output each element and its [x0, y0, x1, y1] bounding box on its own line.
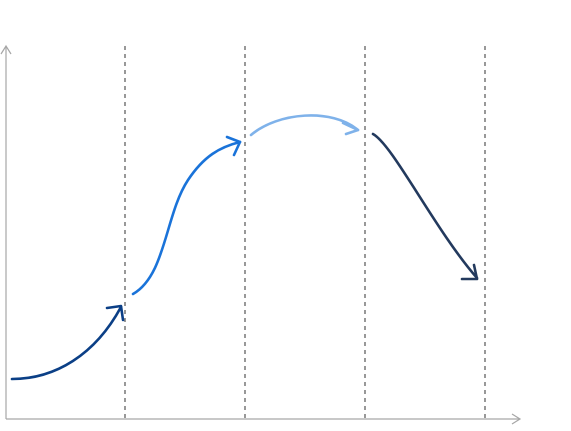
stage-3-curve-arrow [249, 114, 360, 137]
stage-2-curve-arrow [131, 135, 242, 296]
stage-dividers [124, 46, 486, 418]
stage-2-arrowhead [225, 135, 242, 157]
stage-4-curve [371, 132, 479, 280]
stage-3-arrowhead [341, 121, 360, 136]
x-axis-arrowhead [511, 413, 522, 425]
stage-1-arrowhead [105, 304, 125, 322]
stage-3-curve [249, 114, 360, 137]
stage-2-curve [131, 140, 242, 296]
stage-curves [10, 114, 479, 381]
stage-1-curve [10, 305, 123, 381]
axes [0, 44, 522, 425]
stage-4-arrowhead [460, 263, 479, 281]
y-axis-arrowhead [0, 44, 12, 55]
stage-4-curve-arrow [371, 132, 479, 281]
stage-1-curve-arrow [10, 304, 125, 381]
